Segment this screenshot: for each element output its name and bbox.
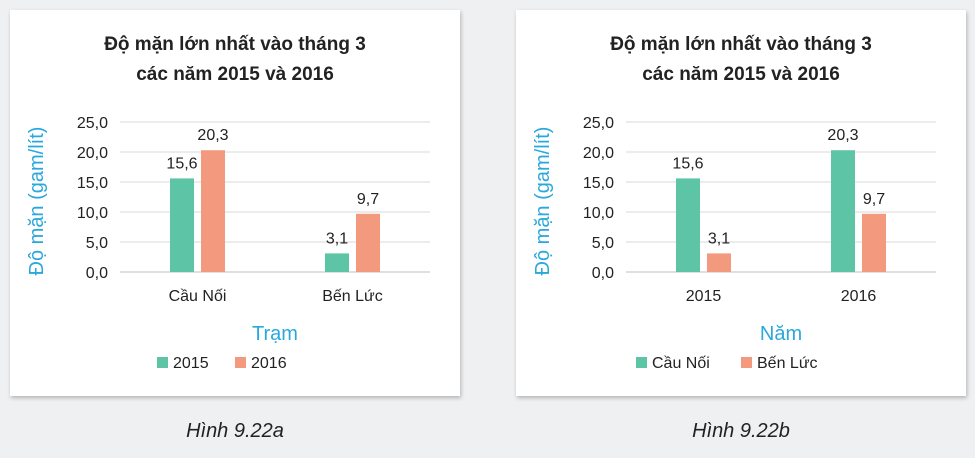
y-tick-label: 5,0 xyxy=(592,235,614,252)
chart-title-line: các năm 2015 và 2016 xyxy=(642,64,840,85)
x-tick-label: 2015 xyxy=(686,288,722,305)
data-label: 15,6 xyxy=(672,155,703,172)
bar xyxy=(325,253,349,272)
legend-swatch xyxy=(741,357,752,368)
y-tick-label: 5,0 xyxy=(86,235,108,252)
y-tick-label: 0,0 xyxy=(86,265,108,282)
chart-title-line: Độ mặn lớn nhất vào tháng 3 xyxy=(610,34,872,55)
legend-label: Bến Lức xyxy=(757,355,818,372)
data-label: 20,3 xyxy=(827,127,858,144)
legend-label: 2015 xyxy=(173,355,209,372)
x-tick-label: 2016 xyxy=(841,288,877,305)
y-tick-label: 25,0 xyxy=(583,115,614,132)
x-axis-title: Trạm xyxy=(252,323,298,345)
y-tick-label: 20,0 xyxy=(583,145,614,162)
chart-panel-b: Độ mặn lớn nhất vào tháng 3 các năm 2015 … xyxy=(516,10,966,396)
y-axis-title: Độ mặn (gam/lít) xyxy=(26,127,48,276)
bar xyxy=(862,213,886,272)
caption-a: Hình 9.22a xyxy=(186,420,284,442)
y-tick-label: 0,0 xyxy=(592,265,614,282)
x-tick-label: Cầu Nối xyxy=(169,288,227,305)
chart-a: Độ mặn lớn nhất vào tháng 3 các năm 2015 … xyxy=(26,34,430,372)
y-tick-label: 20,0 xyxy=(77,145,108,162)
y-tick-label: 15,0 xyxy=(583,175,614,192)
chart-title-line: các năm 2015 và 2016 xyxy=(136,64,334,85)
bar xyxy=(201,150,225,272)
legend-label: 2016 xyxy=(251,355,287,372)
chart-b: Độ mặn lớn nhất vào tháng 3 các năm 2015 … xyxy=(532,34,936,372)
legend-swatch xyxy=(636,357,647,368)
y-axis-title: Độ mặn (gam/lít) xyxy=(532,127,554,276)
data-label: 9,7 xyxy=(863,191,885,208)
data-label: 9,7 xyxy=(357,191,379,208)
bar xyxy=(356,213,380,272)
y-tick-label: 25,0 xyxy=(77,115,108,132)
caption-b: Hình 9.22b xyxy=(692,420,790,442)
data-label: 3,1 xyxy=(326,230,348,247)
x-tick-label: Bến Lức xyxy=(322,288,383,305)
bar xyxy=(170,178,194,272)
bar xyxy=(707,253,731,272)
chart-panel-a: Độ mặn lớn nhất vào tháng 3 các năm 2015 … xyxy=(10,10,460,396)
y-tick-label: 10,0 xyxy=(583,205,614,222)
legend-label: Cầu Nối xyxy=(652,355,710,372)
bar xyxy=(831,150,855,272)
data-label: 3,1 xyxy=(708,230,730,247)
x-axis-title: Năm xyxy=(760,323,802,345)
legend-swatch xyxy=(157,357,168,368)
bar xyxy=(676,178,700,272)
data-label: 20,3 xyxy=(197,127,228,144)
chart-title-line: Độ mặn lớn nhất vào tháng 3 xyxy=(104,34,366,55)
legend-swatch xyxy=(235,357,246,368)
data-label: 15,6 xyxy=(166,155,197,172)
y-tick-label: 10,0 xyxy=(77,205,108,222)
y-tick-label: 15,0 xyxy=(77,175,108,192)
